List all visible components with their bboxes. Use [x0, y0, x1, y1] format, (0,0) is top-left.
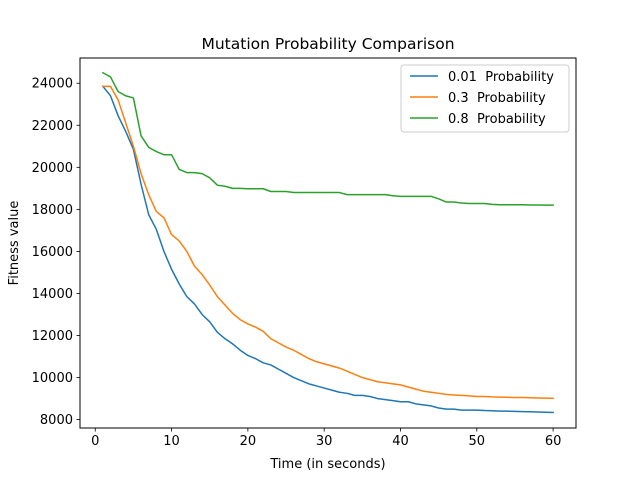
- x-tick-label: 0: [91, 434, 99, 449]
- x-tick-label: 40: [392, 434, 409, 449]
- chart-title: Mutation Probability Comparison: [201, 35, 454, 53]
- legend-label-1: 0.01 Probability: [448, 70, 554, 85]
- x-tick-label: 30: [316, 434, 333, 449]
- plot-frame: [79, 57, 577, 429]
- y-tick-label: 24000: [32, 77, 73, 92]
- x-axis-title: Time (in seconds): [269, 457, 385, 472]
- y-tick-label: 14000: [32, 287, 73, 302]
- series-layer: [101, 71, 554, 414]
- y-tick-label: 16000: [32, 245, 73, 260]
- legend-box: [400, 64, 570, 133]
- ticks-layer: 0 10 20 30 40 50 60 8000 10000 12000 14000 16000 180…: [32, 77, 562, 449]
- x-tick-label: 10: [163, 434, 180, 449]
- y-tick-label: 12000: [32, 329, 73, 344]
- legend-label-3: 0.8 Probability: [448, 112, 546, 127]
- x-tick-label: 20: [240, 434, 257, 449]
- y-tick-label: 10000: [32, 371, 73, 386]
- y-tick-label: 20000: [32, 161, 73, 176]
- y-tick-label: 22000: [32, 119, 73, 134]
- y-tick-label: 8000: [40, 413, 73, 428]
- x-tick-label: 50: [469, 434, 486, 449]
- y-axis-title: Fitness value: [7, 201, 22, 286]
- series-line-3: [101, 71, 554, 206]
- legend-label-2: 0.3 Probability: [448, 91, 546, 106]
- series-line-1: [101, 85, 554, 414]
- legend: 0.01 Probability 0.3 Probability 0.8 Proba…: [400, 64, 570, 133]
- y-tick-label: 18000: [32, 203, 73, 218]
- x-tick-label: 60: [545, 434, 562, 449]
- series-line-2: [102, 85, 554, 400]
